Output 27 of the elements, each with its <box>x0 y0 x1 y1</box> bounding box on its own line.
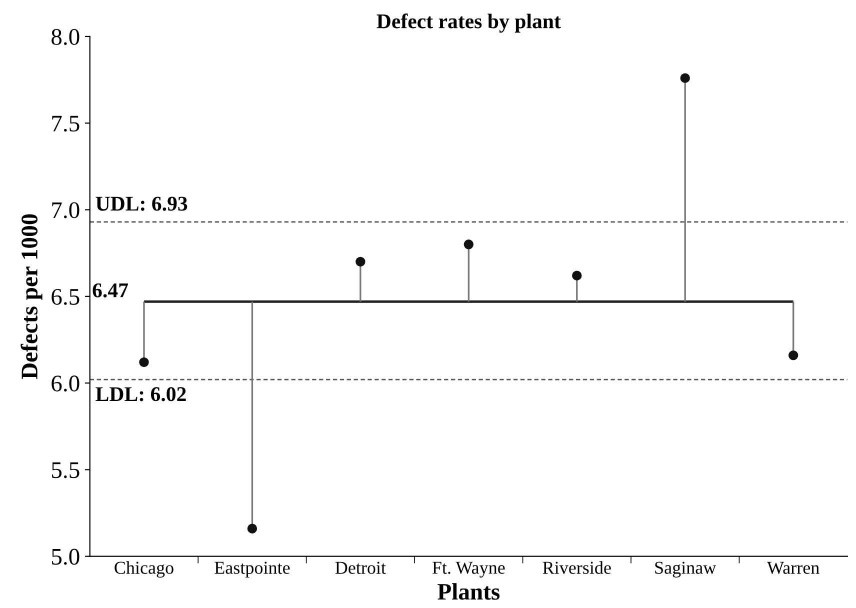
y-tick-label: 8.0 <box>52 28 80 46</box>
ref-line-label: 6.47 <box>92 283 128 298</box>
point <box>247 524 258 534</box>
x-tick-label: Detroit <box>335 562 386 574</box>
point <box>680 73 690 83</box>
chart-title: Defect rates by plant <box>376 13 561 33</box>
point <box>572 270 582 280</box>
x-tick-label: Eastpointe <box>214 562 290 578</box>
x-tick-label: Warren <box>767 562 820 574</box>
point <box>788 350 798 360</box>
y-tick-label: 6.0 <box>52 376 80 392</box>
point <box>139 357 149 368</box>
point <box>464 240 474 250</box>
x-tick-label: Chicago <box>114 561 174 578</box>
x-tick-label: Riverside <box>542 561 611 574</box>
y-tick-label: 6.5 <box>52 288 80 305</box>
y-tick-label: 5.0 <box>52 548 80 565</box>
ref-line-label: UDL: 6.93 <box>96 196 188 211</box>
x-tick-label: Ft. Wayne <box>432 562 505 578</box>
point <box>356 256 366 267</box>
y-tick-label: 7.5 <box>52 116 80 132</box>
x-tick-label: Saginaw <box>655 562 716 578</box>
y-tick-label: 5.5 <box>52 462 80 478</box>
y-tick-label: 7.0 <box>52 202 80 218</box>
ref-line-label: LDL: 6.02 <box>96 387 186 402</box>
x-axis-title: Plants <box>438 583 500 600</box>
y-axis-title: Defects per 1000 <box>20 214 42 380</box>
